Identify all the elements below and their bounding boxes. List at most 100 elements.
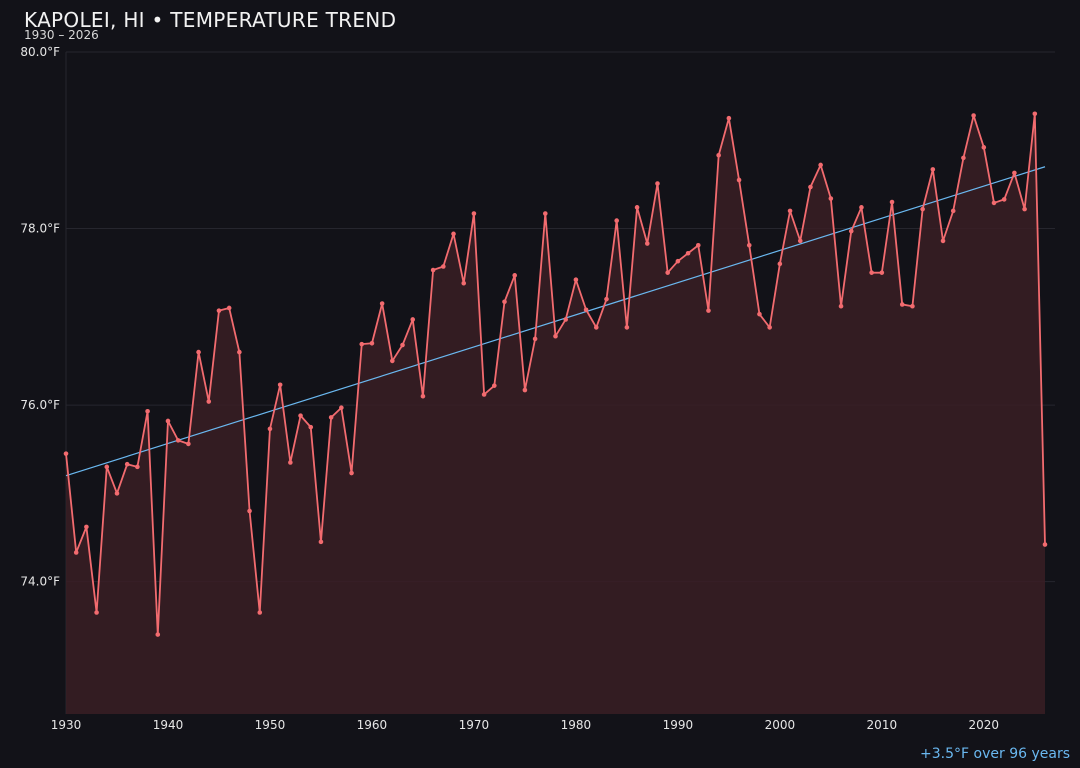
data-point xyxy=(1032,111,1038,117)
x-tick-label: 1930 xyxy=(51,718,82,732)
y-tick-label: 78.0°F xyxy=(20,222,60,236)
data-point xyxy=(644,241,650,246)
data-point xyxy=(339,405,344,411)
data-point xyxy=(461,280,467,286)
data-point xyxy=(797,238,803,244)
data-point xyxy=(543,211,548,216)
data-point xyxy=(695,243,701,248)
series-area-fill xyxy=(66,113,1045,714)
data-point xyxy=(226,305,232,311)
data-point xyxy=(818,162,823,168)
x-tick-label: 1940 xyxy=(153,718,184,732)
trend-line xyxy=(65,166,1046,477)
data-point xyxy=(889,199,895,205)
data-point xyxy=(369,340,375,346)
data-point xyxy=(920,206,925,212)
data-point xyxy=(726,115,732,121)
data-point xyxy=(308,424,314,430)
data-point xyxy=(848,228,854,234)
y-tick-label: 76.0°F xyxy=(20,398,60,412)
data-point xyxy=(716,152,721,158)
data-point xyxy=(1001,197,1007,202)
x-tick-label: 1990 xyxy=(663,718,694,732)
data-point xyxy=(685,250,691,256)
data-point xyxy=(910,303,915,309)
data-point xyxy=(298,413,303,418)
x-tick-label: 1980 xyxy=(561,718,592,732)
data-point xyxy=(532,336,538,342)
data-point xyxy=(481,392,487,397)
data-point xyxy=(838,303,844,309)
data-point xyxy=(961,155,966,161)
x-tick-label: 2000 xyxy=(765,718,796,732)
data-point xyxy=(175,438,181,443)
data-point xyxy=(104,464,110,470)
data-point xyxy=(277,382,283,388)
data-point xyxy=(808,184,813,190)
data-point xyxy=(746,243,752,248)
data-point xyxy=(828,196,834,201)
data-point xyxy=(430,267,436,273)
data-point xyxy=(940,238,946,244)
data-point xyxy=(930,167,936,172)
data-point xyxy=(145,408,150,414)
chart-subtitle: 1930 – 2026 xyxy=(24,28,99,42)
points-layer xyxy=(63,111,1048,637)
data-point xyxy=(573,277,579,283)
data-point xyxy=(63,451,69,456)
data-point xyxy=(400,342,405,348)
data-point xyxy=(492,383,497,388)
data-point xyxy=(359,341,365,347)
data-point xyxy=(899,302,905,307)
data-point xyxy=(522,387,528,393)
data-point xyxy=(624,325,630,330)
area-layer xyxy=(66,113,1045,714)
data-point xyxy=(206,399,212,404)
data-point xyxy=(390,358,395,364)
data-point xyxy=(502,299,507,305)
data-point xyxy=(114,491,120,496)
data-point xyxy=(787,208,793,214)
data-point xyxy=(563,317,568,322)
y-tick-label: 80.0°F xyxy=(20,45,60,59)
data-point xyxy=(420,393,426,399)
data-point xyxy=(318,539,324,545)
x-tick-label: 1950 xyxy=(255,718,286,732)
data-point xyxy=(441,264,446,269)
data-point xyxy=(869,270,874,275)
data-point xyxy=(614,218,619,223)
data-point xyxy=(379,301,385,306)
data-point xyxy=(1022,206,1027,212)
data-point xyxy=(288,460,293,465)
y-axis-ticks: 74.0°F 76.0°F 78.0°F 80.0°F xyxy=(20,45,60,589)
x-tick-label: 1960 xyxy=(357,718,388,732)
data-point xyxy=(859,205,864,210)
data-point xyxy=(991,200,997,206)
data-point xyxy=(655,181,660,186)
data-point xyxy=(349,470,354,476)
data-point xyxy=(777,261,783,267)
data-point xyxy=(216,308,222,313)
data-point xyxy=(196,349,201,355)
data-point xyxy=(267,426,273,432)
x-tick-label: 2010 xyxy=(867,718,898,732)
data-point xyxy=(124,461,130,467)
data-point xyxy=(736,177,742,183)
data-point xyxy=(593,325,599,330)
trend-summary-label: +3.5°F over 96 years xyxy=(920,746,1070,762)
data-point xyxy=(257,610,263,615)
data-point xyxy=(84,524,89,530)
data-point xyxy=(675,258,681,264)
data-point xyxy=(186,441,191,447)
data-point xyxy=(583,307,589,313)
data-point xyxy=(950,208,956,214)
data-point xyxy=(706,308,711,313)
y-tick-label: 74.0°F xyxy=(20,575,60,589)
data-point xyxy=(1012,170,1017,176)
data-point xyxy=(328,415,334,420)
data-point xyxy=(451,231,456,237)
x-axis-ticks: 1930 1940 1950 1960 1970 1980 1990 2000 2010 2020 xyxy=(51,718,999,732)
x-tick-label: 2020 xyxy=(969,718,1000,732)
data-point xyxy=(757,311,762,317)
data-point xyxy=(1042,542,1048,547)
